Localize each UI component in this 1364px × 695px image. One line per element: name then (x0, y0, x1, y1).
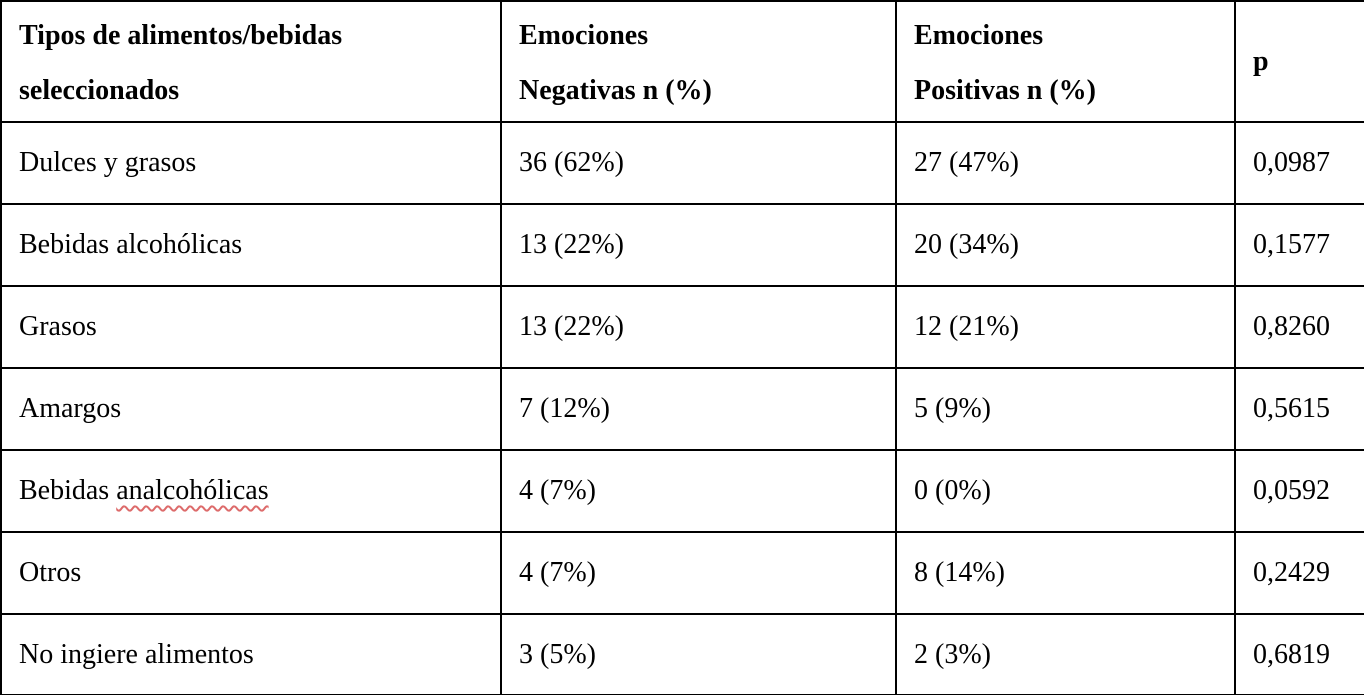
cell-food-type: Otros (0, 531, 502, 615)
header-col-negative-line1: Emociones (519, 20, 649, 51)
header-col-negative-emotions: Emociones Negativas n (%) (500, 0, 897, 123)
header-col-food-types-line1: Tipos de alimentos/bebidas (19, 20, 343, 51)
table-row: Bebidas analcohólicas 4 (7%) 0 (0%) 0,05… (0, 449, 1364, 533)
cell-negative-value: 7 (12%) (500, 367, 897, 451)
label-word-misspelled: analcohólicas (116, 475, 269, 506)
cell-food-type: No ingiere alimentos (0, 613, 502, 695)
cell-p-value: 0,6819 (1234, 613, 1364, 695)
cell-positive-value: 2 (3%) (895, 613, 1236, 695)
cell-positive-value: 12 (21%) (895, 285, 1236, 369)
cell-negative-value: 4 (7%) (500, 531, 897, 615)
cell-food-type: Grasos (0, 285, 502, 369)
table-row: Amargos 7 (12%) 5 (9%) 0,5615 (0, 367, 1364, 451)
cell-p-value: 0,8260 (1234, 285, 1364, 369)
cell-food-type: Bebidas alcohólicas (0, 203, 502, 287)
cell-positive-value: 5 (9%) (895, 367, 1236, 451)
cell-p-value: 0,5615 (1234, 367, 1364, 451)
header-col-positive-emotions: Emociones Positivas n (%) (895, 0, 1236, 123)
cell-p-value: 0,2429 (1234, 531, 1364, 615)
header-row: Tipos de alimentos/bebidas seleccionados… (0, 0, 1364, 123)
cell-negative-value: 13 (22%) (500, 203, 897, 287)
cell-negative-value: 36 (62%) (500, 121, 897, 205)
cell-negative-value: 4 (7%) (500, 449, 897, 533)
table-row: Dulces y grasos 36 (62%) 27 (47%) 0,0987 (0, 121, 1364, 205)
cell-p-value: 0,0987 (1234, 121, 1364, 205)
table-header: Tipos de alimentos/bebidas seleccionados… (0, 0, 1364, 123)
table-row: Otros 4 (7%) 8 (14%) 0,2429 (0, 531, 1364, 615)
cell-positive-value: 0 (0%) (895, 449, 1236, 533)
cell-p-value: 0,0592 (1234, 449, 1364, 533)
cell-positive-value: 27 (47%) (895, 121, 1236, 205)
cell-negative-value: 13 (22%) (500, 285, 897, 369)
table-row: No ingiere alimentos 3 (5%) 2 (3%) 0,681… (0, 613, 1364, 695)
header-col-positive-line2: Positivas n (%) (914, 75, 1096, 106)
table-row: Bebidas alcohólicas 13 (22%) 20 (34%) 0,… (0, 203, 1364, 287)
cell-positive-value: 8 (14%) (895, 531, 1236, 615)
cell-p-value: 0,1577 (1234, 203, 1364, 287)
cell-food-type: Dulces y grasos (0, 121, 502, 205)
header-col-food-types-line2: seleccionados (19, 75, 180, 106)
table-body: Dulces y grasos 36 (62%) 27 (47%) 0,0987… (0, 121, 1364, 695)
header-col-food-types: Tipos de alimentos/bebidas seleccionados (0, 0, 502, 123)
header-col-positive-line1: Emociones (914, 20, 1044, 51)
header-col-p-value: p (1234, 0, 1364, 123)
cell-food-type: Bebidas analcohólicas (0, 449, 502, 533)
cell-positive-value: 20 (34%) (895, 203, 1236, 287)
cell-food-type: Amargos (0, 367, 502, 451)
table-row: Grasos 13 (22%) 12 (21%) 0,8260 (0, 285, 1364, 369)
cell-negative-value: 3 (5%) (500, 613, 897, 695)
label-word: Bebidas (19, 475, 110, 506)
header-col-negative-line2: Negativas n (%) (519, 75, 712, 106)
